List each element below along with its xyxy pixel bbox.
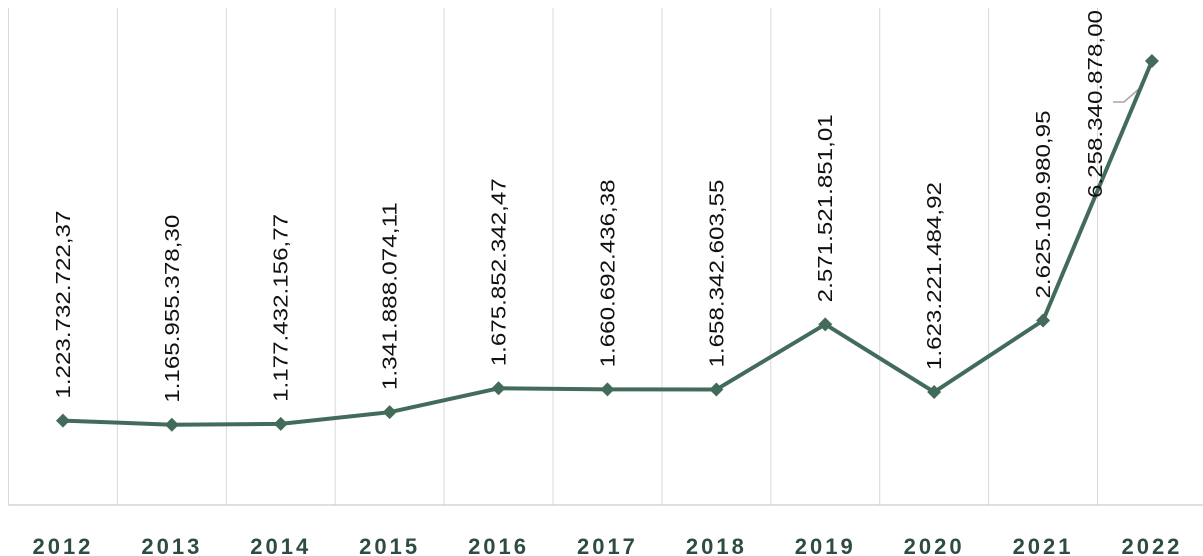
data-label: 1.165.955.378,30 bbox=[162, 215, 184, 403]
marker bbox=[491, 381, 506, 396]
x-tick-label: 2019 bbox=[795, 534, 856, 556]
data-label: 1.623.221.484,92 bbox=[924, 182, 946, 370]
x-tick-label: 2016 bbox=[468, 534, 529, 556]
x-tick-label: 2015 bbox=[359, 534, 420, 556]
x-tick-label: 2013 bbox=[141, 534, 202, 556]
leader-line bbox=[1113, 87, 1141, 103]
marker bbox=[382, 405, 397, 420]
data-label: 2.625.109.980,95 bbox=[1033, 110, 1055, 298]
marker bbox=[927, 385, 942, 400]
x-tick-label: 2022 bbox=[1121, 534, 1182, 556]
marker bbox=[600, 382, 615, 397]
data-label: 1.177.432.156,77 bbox=[271, 214, 293, 402]
data-label: 1.675.852.342,47 bbox=[489, 178, 511, 366]
marker bbox=[818, 317, 833, 332]
marker bbox=[709, 382, 724, 397]
x-tick-label: 2020 bbox=[904, 534, 965, 556]
x-tick-label: 2018 bbox=[686, 534, 747, 556]
data-label: 1.660.692.436,38 bbox=[597, 179, 619, 367]
marker bbox=[273, 416, 288, 431]
x-tick-label: 2012 bbox=[32, 534, 93, 556]
marker bbox=[55, 413, 70, 428]
x-tick-label: 2014 bbox=[250, 534, 311, 556]
data-label: 6.258.340.878,00 bbox=[1085, 10, 1107, 198]
marker bbox=[164, 417, 179, 432]
marker bbox=[1036, 313, 1051, 328]
data-label: 1.223.732.722,37 bbox=[53, 211, 75, 399]
data-label: 1.341.888.074,11 bbox=[380, 202, 402, 390]
x-tick-label: 2021 bbox=[1013, 534, 1074, 556]
marker bbox=[1144, 53, 1159, 68]
x-tick-label: 2017 bbox=[577, 534, 638, 556]
data-label: 1.658.342.603,55 bbox=[706, 180, 728, 368]
data-label: 2.571.521.851,01 bbox=[815, 114, 837, 302]
